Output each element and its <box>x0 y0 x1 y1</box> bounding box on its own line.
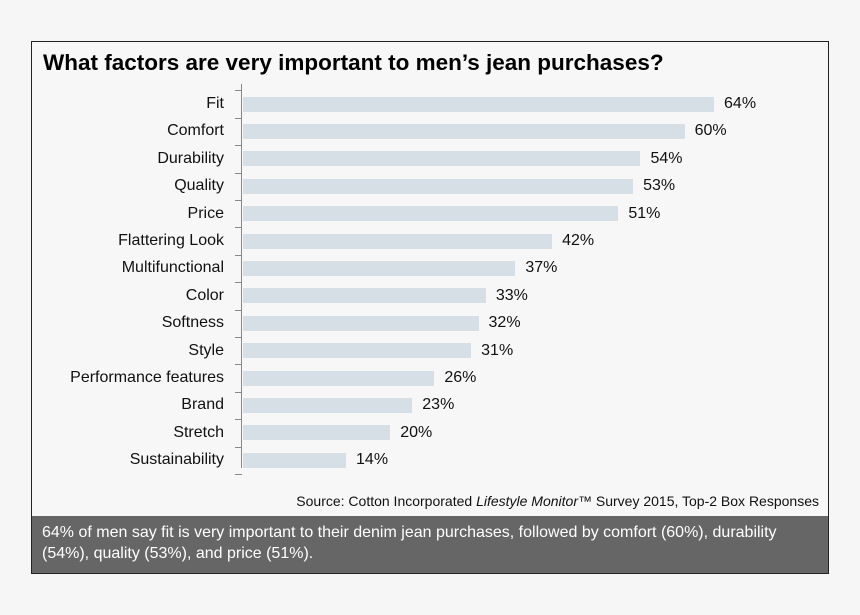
data-label: 23% <box>422 396 455 414</box>
axis-tick <box>235 145 242 147</box>
bar <box>243 452 347 468</box>
axis-tick <box>235 90 242 92</box>
axis-tick <box>235 199 242 201</box>
data-label: 54% <box>650 149 683 167</box>
source-italic: Lifestyle Monitor <box>476 493 578 509</box>
axis-tick <box>235 364 242 366</box>
category-label: Style <box>188 341 224 359</box>
bar <box>243 315 479 331</box>
axis-tick <box>235 336 242 338</box>
bar <box>243 343 472 359</box>
data-label: 53% <box>643 177 676 195</box>
data-label: 26% <box>444 369 477 386</box>
category-label: Fit <box>206 95 224 112</box>
bar <box>243 178 634 194</box>
data-label: 37% <box>525 259 558 277</box>
data-label: 32% <box>488 314 521 332</box>
y-axis-line <box>241 84 242 468</box>
bar <box>243 206 619 222</box>
category-label: Quality <box>174 177 224 195</box>
axis-tick <box>235 172 242 174</box>
bar <box>243 151 641 167</box>
axis-tick <box>235 473 242 475</box>
axis-tick <box>235 391 242 393</box>
category-label: Comfort <box>167 122 224 140</box>
axis-tick <box>235 309 242 311</box>
axis-tick <box>235 117 242 119</box>
category-label: Performance features <box>70 369 224 386</box>
chart-title: What factors are very important to men’s… <box>43 50 664 75</box>
data-label: 42% <box>562 232 595 249</box>
axis-tick <box>235 254 242 256</box>
data-label: 14% <box>356 451 389 469</box>
category-label: Brand <box>181 396 224 414</box>
category-label: Sustainability <box>129 451 224 469</box>
chart-frame: What factors are very important to men’s… <box>31 41 829 574</box>
bar <box>243 288 486 304</box>
data-label: 51% <box>628 204 661 222</box>
category-label: Multifunctional <box>121 259 224 277</box>
data-label: 20% <box>400 423 433 441</box>
data-label: 33% <box>495 286 528 304</box>
bar <box>243 425 391 441</box>
bar <box>243 233 553 249</box>
category-label: Price <box>187 204 224 222</box>
source-note: Source: Cotton Incorporated Lifestyle Mo… <box>296 493 819 509</box>
category-label: Stretch <box>173 423 224 441</box>
category-label: Durability <box>157 149 224 167</box>
summary-footer: 64% of men say fit is very important to … <box>32 516 828 573</box>
axis-tick <box>235 446 242 448</box>
data-label: 60% <box>694 122 727 140</box>
category-label: Flattering Look <box>118 232 224 249</box>
bar <box>243 397 413 413</box>
bar <box>243 96 715 112</box>
axis-tick <box>235 227 242 229</box>
source-suffix: ™ Survey 2015, Top-2 Box Responses <box>578 493 819 509</box>
data-label: 31% <box>481 341 514 359</box>
category-label: Color <box>185 286 224 304</box>
plot-area: Fit 64% Comfort 60% Durability 54% Quality 53% P… <box>32 42 828 573</box>
axis-tick <box>235 282 242 284</box>
bar <box>243 260 516 276</box>
bar <box>243 370 435 386</box>
axis-tick <box>235 419 242 421</box>
data-label: 64% <box>724 95 757 112</box>
source-prefix: Source: Cotton Incorporated <box>296 493 477 509</box>
category-label: Softness <box>161 314 224 332</box>
bar <box>243 123 685 139</box>
